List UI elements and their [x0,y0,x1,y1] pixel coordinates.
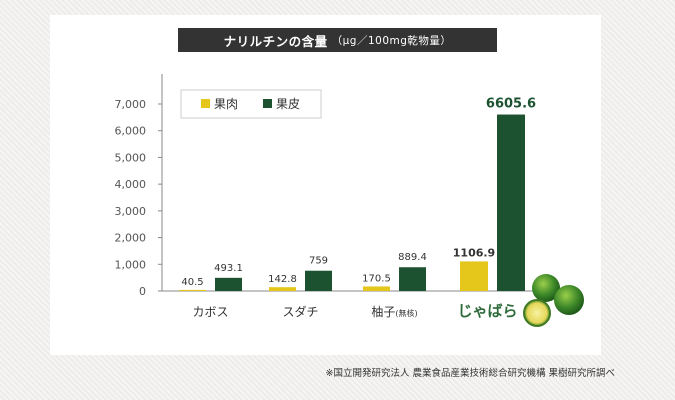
chart-title: ナリルチンの含量 [223,33,328,49]
data-label-peel: 6605.6 [486,97,536,112]
data-label-peel: 493.1 [214,263,243,274]
y-tick-label: 5,000 [115,151,147,164]
bar-flesh [269,287,296,291]
bar-flesh [179,289,206,291]
bar-flesh [460,261,488,291]
y-tick-label: 0 [139,285,146,298]
legend-label-peel: 果皮 [276,97,300,111]
y-tick-label: 4,000 [115,178,147,191]
y-tick-label: 2,000 [115,232,147,245]
data-label-flesh: 40.5 [181,277,203,288]
bar-peel [215,277,242,291]
legend-swatch-flesh [201,99,210,108]
citrus-fruit-icon [523,274,584,327]
y-tick-label: 3,000 [115,205,147,218]
data-label-flesh: 170.5 [362,273,391,284]
legend-label-flesh: 果肉 [214,97,238,111]
x-category-label: カボス [192,305,228,319]
x-category-label: スダチ [282,304,318,319]
data-label-peel: 759 [309,256,328,267]
bar-peel [305,270,332,291]
source-note: ※国立開発研究法人 農業食品産業技術総合研究機構 果樹研究所調べ [325,368,615,379]
data-label-flesh: 142.8 [268,274,297,285]
bar-peel [497,114,525,291]
chart-title-bar: ナリルチンの含量 （μg／100mg乾物量） [178,28,497,52]
bar-peel [399,267,426,291]
y-tick-label: 1,000 [115,258,147,271]
x-category-label: 柚子(無核) [371,304,417,319]
chart-title-unit: （μg／100mg乾物量） [331,34,452,47]
data-label-flesh: 1106.9 [453,246,495,259]
legend-swatch-peel [263,99,272,108]
x-category-suffix: (無核) [395,308,417,318]
data-label-peel: 889.4 [398,252,427,263]
y-tick-label: 7,000 [115,98,147,111]
bar-flesh [363,286,390,291]
x-category-label: じゃばら [457,302,517,320]
y-tick-label: 6,000 [115,125,147,138]
